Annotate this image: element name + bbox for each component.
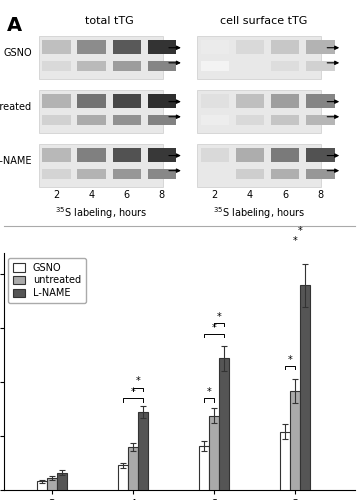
Bar bbox=[118, 465, 128, 490]
Bar bbox=[236, 94, 264, 108]
Bar bbox=[197, 36, 321, 79]
Bar bbox=[148, 94, 176, 108]
Bar bbox=[39, 144, 163, 187]
Bar bbox=[47, 478, 57, 490]
Bar bbox=[280, 432, 290, 490]
Text: *: * bbox=[297, 226, 302, 235]
Bar bbox=[42, 61, 71, 70]
Bar bbox=[42, 115, 71, 124]
Bar bbox=[201, 61, 229, 70]
Text: GSNO: GSNO bbox=[3, 48, 32, 58]
Bar bbox=[271, 169, 299, 178]
Text: 2: 2 bbox=[211, 190, 218, 200]
Bar bbox=[37, 482, 47, 490]
Bar bbox=[201, 94, 229, 108]
Text: 4: 4 bbox=[88, 190, 95, 200]
Bar bbox=[113, 115, 141, 124]
Bar bbox=[78, 148, 106, 162]
Bar bbox=[113, 40, 141, 54]
Text: 2: 2 bbox=[53, 190, 60, 200]
Bar bbox=[42, 148, 71, 162]
Text: cell surface tTG: cell surface tTG bbox=[220, 16, 308, 26]
Text: 6: 6 bbox=[123, 190, 130, 200]
Bar bbox=[113, 61, 141, 70]
Bar bbox=[197, 90, 321, 133]
Bar bbox=[39, 90, 163, 133]
Bar bbox=[148, 148, 176, 162]
Bar bbox=[113, 148, 141, 162]
Text: 8: 8 bbox=[159, 190, 165, 200]
Bar bbox=[78, 94, 106, 108]
Text: *: * bbox=[292, 236, 297, 246]
Text: total tTG: total tTG bbox=[85, 16, 134, 26]
Bar bbox=[113, 169, 141, 178]
Bar bbox=[148, 115, 176, 124]
Bar bbox=[236, 169, 264, 178]
Bar bbox=[57, 472, 67, 490]
Legend: GSNO, untreated, L-NAME: GSNO, untreated, L-NAME bbox=[9, 258, 86, 303]
Text: untreated: untreated bbox=[0, 102, 32, 112]
Bar bbox=[271, 115, 299, 124]
Bar bbox=[148, 40, 176, 54]
Bar bbox=[236, 115, 264, 124]
Bar bbox=[201, 115, 229, 124]
Bar bbox=[306, 115, 335, 124]
Bar bbox=[236, 148, 264, 162]
Bar bbox=[113, 94, 141, 108]
Bar bbox=[201, 169, 229, 178]
Bar bbox=[271, 148, 299, 162]
Bar bbox=[42, 40, 71, 54]
Bar bbox=[39, 36, 163, 79]
Text: *: * bbox=[287, 355, 292, 365]
Text: *: * bbox=[136, 376, 140, 386]
Bar bbox=[78, 115, 106, 124]
Bar bbox=[197, 144, 321, 187]
Bar bbox=[236, 61, 264, 70]
Text: *: * bbox=[211, 322, 216, 332]
Bar bbox=[209, 416, 219, 490]
Bar bbox=[271, 61, 299, 70]
Bar bbox=[271, 40, 299, 54]
Bar bbox=[42, 94, 71, 108]
Text: *: * bbox=[131, 388, 135, 398]
Bar bbox=[78, 40, 106, 54]
Bar bbox=[306, 169, 335, 178]
Bar bbox=[290, 391, 300, 490]
Bar bbox=[78, 169, 106, 178]
Text: L-NAME: L-NAME bbox=[0, 156, 32, 166]
Bar bbox=[306, 61, 335, 70]
Bar bbox=[148, 61, 176, 70]
Bar bbox=[219, 358, 229, 490]
Text: A: A bbox=[7, 16, 22, 36]
Bar bbox=[138, 412, 148, 490]
Bar bbox=[128, 447, 138, 490]
Text: $^{35}$S labeling, hours: $^{35}$S labeling, hours bbox=[55, 205, 147, 220]
Bar bbox=[78, 61, 106, 70]
Bar bbox=[306, 148, 335, 162]
Bar bbox=[306, 94, 335, 108]
Bar bbox=[201, 40, 229, 54]
Bar bbox=[236, 40, 264, 54]
Text: $^{35}$S labeling, hours: $^{35}$S labeling, hours bbox=[213, 205, 305, 220]
Bar bbox=[271, 94, 299, 108]
Text: 6: 6 bbox=[282, 190, 288, 200]
Bar bbox=[201, 148, 229, 162]
Text: *: * bbox=[216, 312, 221, 322]
Bar bbox=[306, 40, 335, 54]
Text: *: * bbox=[206, 388, 211, 398]
Text: 4: 4 bbox=[247, 190, 253, 200]
Bar bbox=[300, 285, 310, 490]
Bar bbox=[199, 446, 209, 490]
Text: 8: 8 bbox=[317, 190, 323, 200]
Bar bbox=[148, 169, 176, 178]
Bar bbox=[42, 169, 71, 178]
